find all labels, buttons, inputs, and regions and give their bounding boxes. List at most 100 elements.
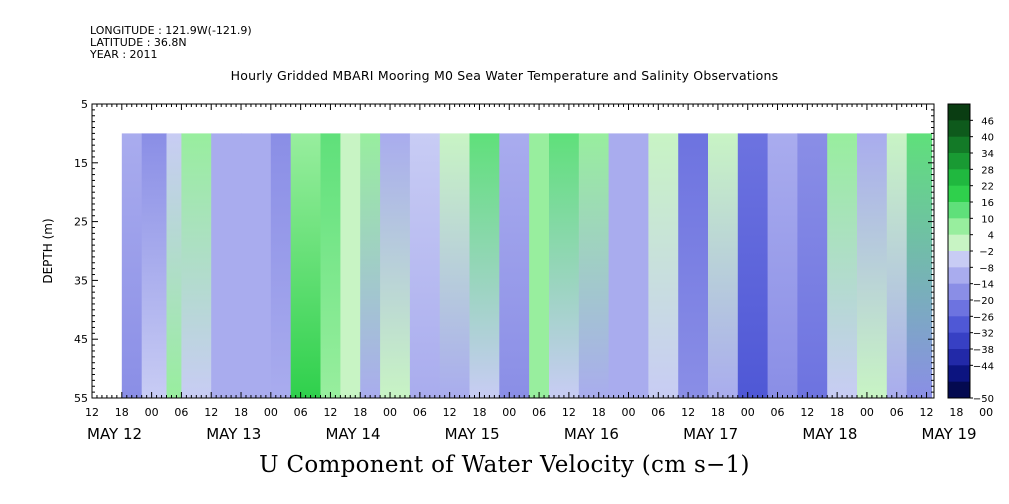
- colorbar-segment: [948, 136, 970, 154]
- heatmap-bands: [121, 133, 933, 398]
- heatmap-band: [499, 133, 530, 398]
- heatmap-band: [906, 133, 933, 398]
- x-hour-label: 00: [860, 406, 874, 419]
- colorbar-label: 10: [981, 214, 994, 225]
- y-axis: 5 15 25 35 45 55 DEPTH (m): [41, 98, 934, 405]
- x-hour-label: 18: [472, 406, 486, 419]
- x-hour-label: 18: [115, 406, 129, 419]
- x-hour-label: 12: [204, 406, 218, 419]
- x-hour-label: 18: [711, 406, 725, 419]
- colorbar-label: 46: [981, 116, 994, 127]
- plot-header-title: Hourly Gridded MBARI Mooring M0 Sea Wate…: [230, 68, 779, 83]
- x-hour-label: 00: [621, 406, 635, 419]
- colorbar-segment: [948, 120, 970, 138]
- heatmap-band: [360, 133, 381, 398]
- colorbar-segment: [948, 185, 970, 203]
- y-tick-label: 15: [74, 157, 88, 170]
- y-axis-title: DEPTH (m): [41, 218, 55, 283]
- x-hour-label: 06: [532, 406, 546, 419]
- heatmap-band: [827, 133, 858, 398]
- colorbar-segment: [948, 365, 970, 383]
- heatmap-band: [608, 133, 649, 398]
- colorbar-segment: [948, 381, 970, 399]
- colorbar-segment: [948, 300, 970, 317]
- heatmap-band: [857, 133, 888, 398]
- heatmap-band: [270, 133, 292, 398]
- x-hour-label: 12: [85, 406, 99, 419]
- colorbar-segment: [948, 332, 970, 350]
- y-tick-label: 35: [74, 274, 88, 287]
- colorbar-segment: [948, 169, 970, 187]
- x-hour-label: 12: [562, 406, 576, 419]
- heatmap-band: [578, 133, 610, 398]
- heatmap-band: [121, 133, 143, 398]
- year-label: YEAR : 2011: [90, 48, 158, 61]
- y-tick-label: 55: [74, 392, 88, 405]
- colorbar-label: 16: [981, 198, 994, 209]
- latitude-label: LATITUDE : 36.8N: [90, 36, 187, 49]
- x-hour-label: 00: [741, 406, 755, 419]
- heatmap-band: [678, 133, 709, 398]
- chart-title: U Component of Water Velocity (cm s−1): [259, 452, 750, 478]
- colorbar-segment: [948, 267, 970, 285]
- x-hour-label: 00: [502, 406, 516, 419]
- x-hour-label: 00: [979, 406, 993, 419]
- colorbar-label: 22: [981, 182, 994, 193]
- heatmap-band: [409, 133, 441, 398]
- x-date-label: MAY 13: [206, 425, 261, 443]
- x-hour-label: 12: [681, 406, 695, 419]
- x-date-label: MAY 16: [564, 425, 619, 443]
- heatmap-band: [380, 133, 411, 398]
- colorbar-segment: [948, 316, 970, 334]
- colorbar-label: −14: [973, 280, 994, 291]
- colorbar-segment: [948, 349, 970, 366]
- heatmap-band: [797, 133, 828, 398]
- x-hour-label: 06: [413, 406, 427, 419]
- heatmap-band: [241, 133, 272, 398]
- x-date-label: MAY 17: [683, 425, 738, 443]
- colorbar-label: 40: [981, 133, 994, 144]
- x-hour-label: 18: [353, 406, 367, 419]
- colorbar-label: −38: [973, 345, 994, 356]
- x-hour-label: 12: [323, 406, 337, 419]
- heatmap-band: [320, 133, 341, 398]
- colorbar-label: −44: [973, 361, 994, 372]
- y-tick-label: 25: [74, 216, 88, 229]
- x-hour-label: 06: [651, 406, 665, 419]
- longitude-label: LONGITUDE : 121.9W(-121.9): [90, 24, 252, 37]
- colorbar-label: −32: [973, 329, 994, 340]
- heatmap-band: [767, 133, 798, 398]
- heatmap-band: [737, 133, 769, 398]
- heatmap-band: [708, 133, 739, 398]
- y-tick-label: 5: [81, 98, 88, 111]
- colorbar-segment: [948, 153, 970, 170]
- colorbar-segment: [948, 104, 970, 121]
- colorbar-segment: [948, 234, 970, 252]
- heatmap-band: [166, 133, 182, 398]
- colorbar-label: −26: [973, 312, 994, 323]
- heatmap-band: [886, 133, 908, 398]
- y-tick-label: 45: [74, 333, 88, 346]
- heatmap-band: [340, 133, 361, 398]
- heatmap-band: [469, 133, 500, 398]
- colorbar-label: −50: [973, 394, 994, 405]
- colorbar-label: −20: [973, 296, 994, 307]
- x-date-label: MAY 14: [325, 425, 380, 443]
- colorbar-segment: [948, 251, 970, 268]
- colorbar-label: −2: [979, 247, 994, 258]
- x-hour-label: 18: [592, 406, 606, 419]
- heatmap-band: [529, 133, 550, 398]
- x-hour-label: 12: [920, 406, 934, 419]
- x-date-label: MAY 15: [445, 425, 500, 443]
- x-hour-label: 12: [800, 406, 814, 419]
- x-hour-label: 18: [234, 406, 248, 419]
- heatmap-band: [290, 133, 322, 398]
- colorbar-label: 4: [988, 231, 994, 242]
- colorbar-segment: [948, 202, 970, 219]
- x-date-label: MAY 18: [802, 425, 857, 443]
- colorbar: 46 40 34 28 22 16 10 4 −2 −8 −14 −20 −26 −32 −38 −44 −50: [947, 103, 994, 405]
- x-hour-label: 06: [890, 406, 904, 419]
- heatmap-band: [648, 133, 679, 398]
- x-date-label: MAY 19: [922, 425, 977, 443]
